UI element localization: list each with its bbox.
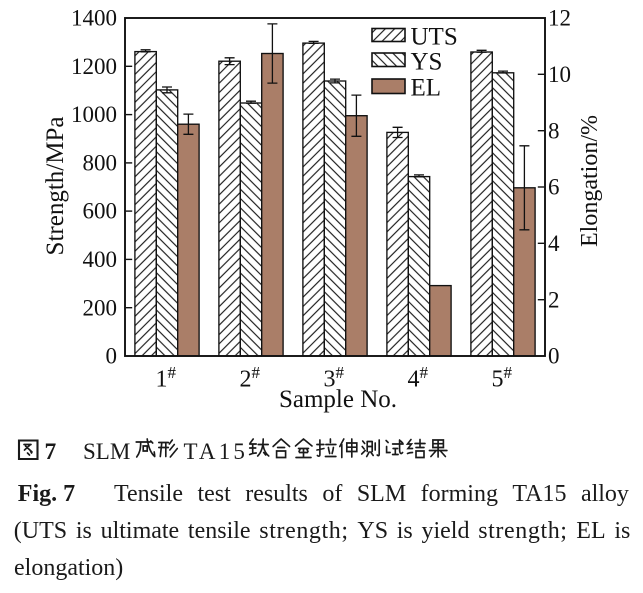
svg-text:Strength/MPa: Strength/MPa	[42, 117, 69, 256]
svg-text:800: 800	[83, 151, 118, 176]
svg-text:4#: 4#	[408, 363, 429, 393]
svg-text:TA15: TA15	[184, 439, 249, 464]
svg-text:10: 10	[548, 62, 571, 87]
svg-text:6: 6	[548, 175, 560, 200]
svg-text:0: 0	[106, 344, 118, 369]
svg-text:UTS: UTS	[411, 23, 458, 50]
svg-text:600: 600	[83, 199, 118, 224]
svg-text:1#: 1#	[156, 363, 177, 393]
svg-text:2: 2	[548, 287, 560, 312]
svg-text:Elongation/%: Elongation/%	[577, 115, 603, 247]
svg-text:7: 7	[45, 439, 57, 465]
svg-text:400: 400	[83, 247, 118, 272]
svg-text:1200: 1200	[71, 54, 117, 79]
svg-text:1400: 1400	[71, 6, 117, 31]
svg-text:200: 200	[83, 295, 118, 320]
svg-text:8: 8	[548, 118, 560, 143]
svg-text:5#: 5#	[492, 363, 513, 393]
svg-text:YS: YS	[411, 49, 443, 76]
svg-text:4: 4	[548, 231, 560, 256]
svg-text:Sample No.: Sample No.	[279, 386, 397, 413]
svg-text:SLM: SLM	[83, 439, 130, 464]
svg-text:EL: EL	[411, 75, 442, 102]
svg-text:1000: 1000	[71, 102, 117, 127]
svg-text:12: 12	[548, 6, 571, 31]
svg-text:0: 0	[548, 344, 560, 369]
svg-text:2#: 2#	[240, 363, 261, 393]
